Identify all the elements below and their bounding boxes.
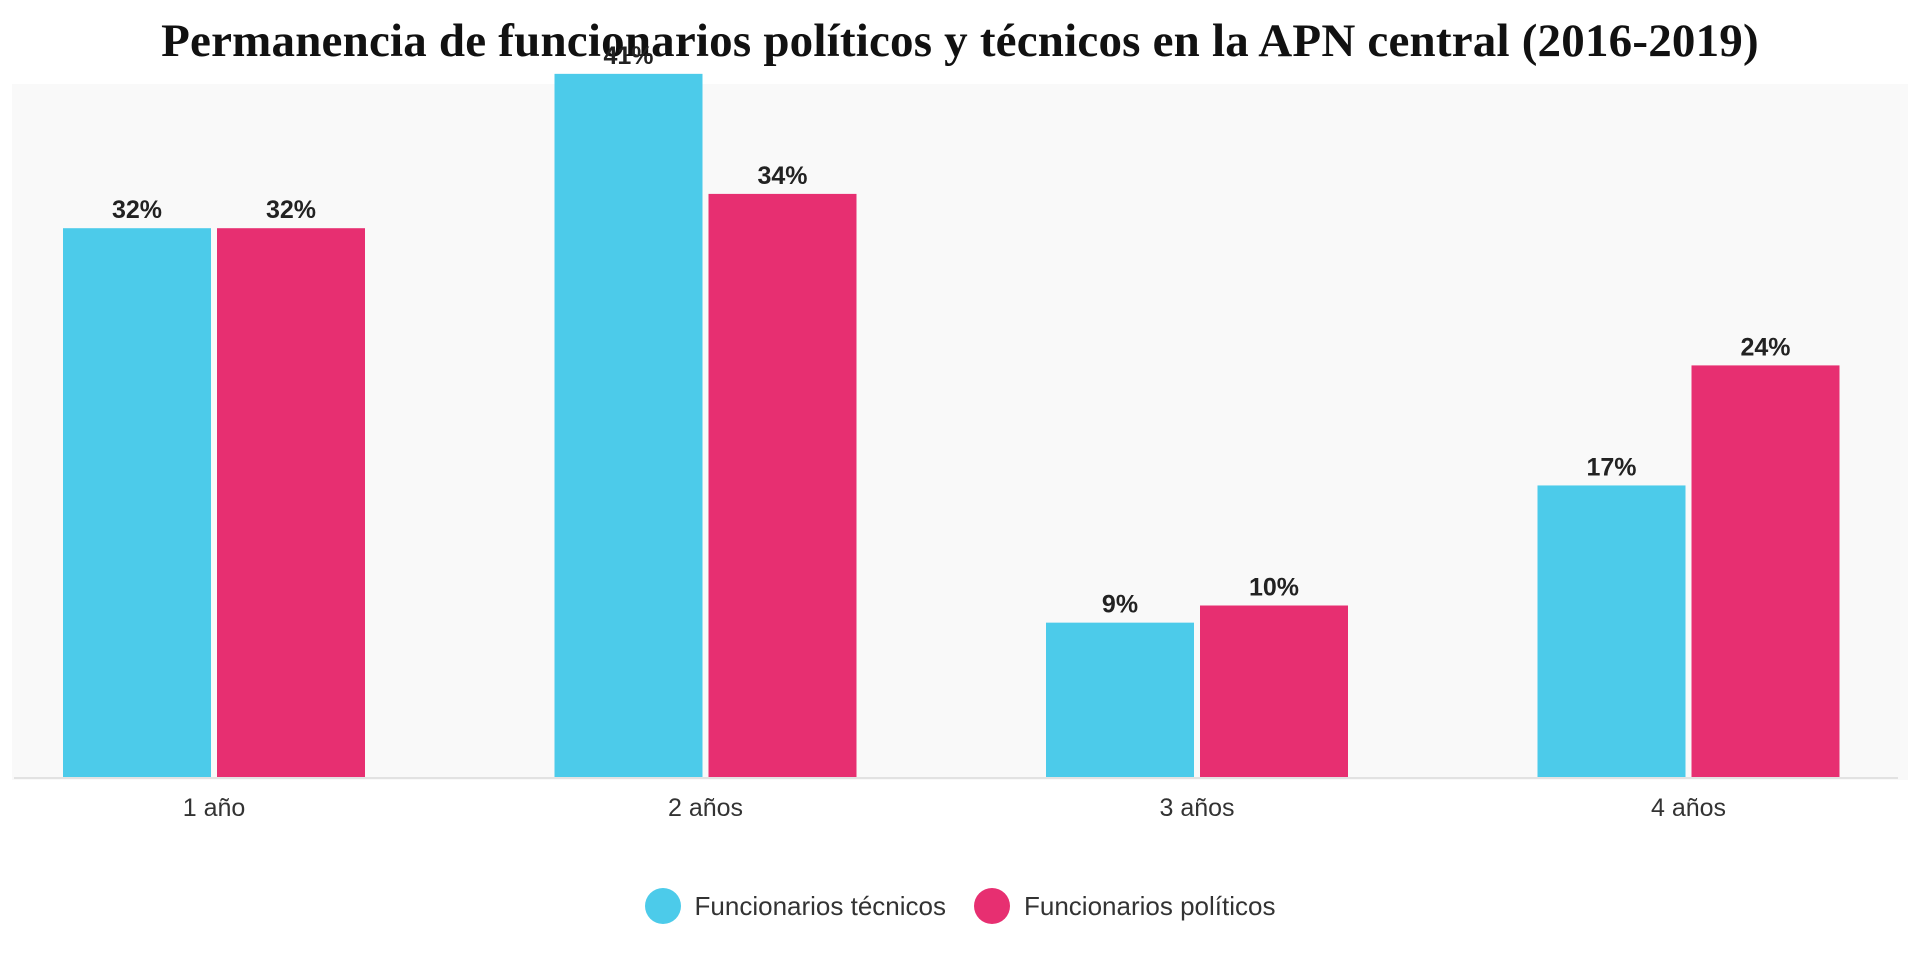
legend-label-politicos: Funcionarios políticos: [1024, 890, 1276, 921]
data-label-politicos-2: 34%: [757, 162, 807, 190]
data-label-politicos-1: 32%: [266, 196, 316, 224]
x-tick-label-3: 3 años: [1159, 794, 1234, 822]
ticks-layer: 1 año 2 años 3 años 4 años: [183, 794, 1726, 822]
bar-politicos-2: [708, 193, 857, 777]
legend-swatch-politicos: [974, 888, 1010, 924]
chart-title: Permanencia de funcionarios políticos y …: [161, 15, 1759, 67]
legend-item-politicos[interactable]: Funcionarios políticos: [974, 888, 1275, 924]
bar-politicos-3: [1200, 605, 1348, 777]
bars-layer: [63, 73, 1840, 778]
bar-tecnicos-3: [1046, 622, 1194, 777]
data-label-politicos-3: 10%: [1249, 574, 1299, 602]
labels-layer: 32% 32% 41% 34% 9% 10% 17% 24%: [112, 42, 1791, 619]
x-tick-label-4: 4 años: [1651, 794, 1726, 822]
legend-item-tecnicos[interactable]: Funcionarios técnicos: [644, 888, 946, 924]
legend-swatch-tecnicos: [644, 888, 681, 924]
data-label-tecnicos-2: 41%: [603, 42, 653, 70]
x-tick-label-2: 2 años: [668, 794, 743, 822]
bar-tecnicos-4: [1537, 485, 1686, 777]
x-tick-label-1: 1 año: [183, 794, 246, 822]
data-label-tecnicos-4: 17%: [1586, 453, 1636, 481]
bar-tecnicos-1: [63, 228, 211, 777]
bar-tecnicos-2: [554, 73, 703, 778]
data-label-politicos-4: 24%: [1740, 333, 1790, 361]
legend: Funcionarios técnicos Funcionarios polít…: [0, 888, 1920, 924]
data-label-tecnicos-3: 9%: [1102, 591, 1138, 619]
data-label-tecnicos-1: 32%: [112, 196, 162, 224]
bar-politicos-4: [1691, 365, 1840, 777]
bar-politicos-1: [217, 228, 365, 777]
legend-label-tecnicos: Funcionarios técnicos: [694, 890, 946, 921]
